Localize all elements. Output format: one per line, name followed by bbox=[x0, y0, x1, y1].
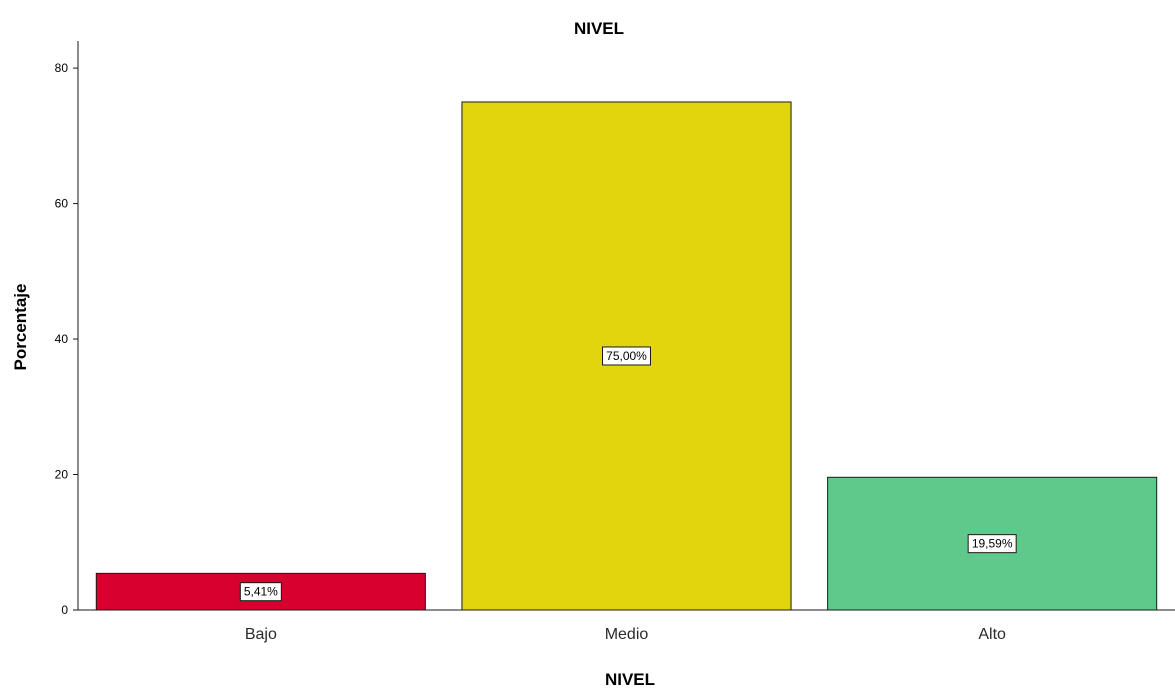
x-tick-label: Bajo bbox=[245, 626, 277, 643]
y-tick-label: 0 bbox=[61, 603, 68, 617]
x-tick-label: Alto bbox=[978, 626, 1006, 643]
chart-title: NIVEL bbox=[574, 19, 624, 38]
data-label-box bbox=[602, 346, 651, 366]
y-tick-label: 80 bbox=[55, 61, 69, 75]
x-tick-label: Medio bbox=[605, 626, 649, 643]
data-label-box bbox=[239, 582, 282, 602]
plot-area: 0 20 40 60 80 Bajo 5,41% Medio 75,00% Alto 19,59% bbox=[55, 41, 1175, 643]
y-axis-title: Porcentaje bbox=[11, 284, 30, 371]
data-label-box bbox=[967, 534, 1017, 554]
data-label: 5,41% bbox=[244, 585, 278, 599]
y-tick-label: 60 bbox=[55, 197, 69, 211]
x-axis-title: NIVEL bbox=[605, 670, 655, 689]
y-tick-label: 20 bbox=[55, 468, 69, 482]
data-label: 75,00% bbox=[606, 349, 647, 363]
y-tick-label: 40 bbox=[55, 332, 69, 346]
data-label: 19,59% bbox=[972, 537, 1013, 551]
